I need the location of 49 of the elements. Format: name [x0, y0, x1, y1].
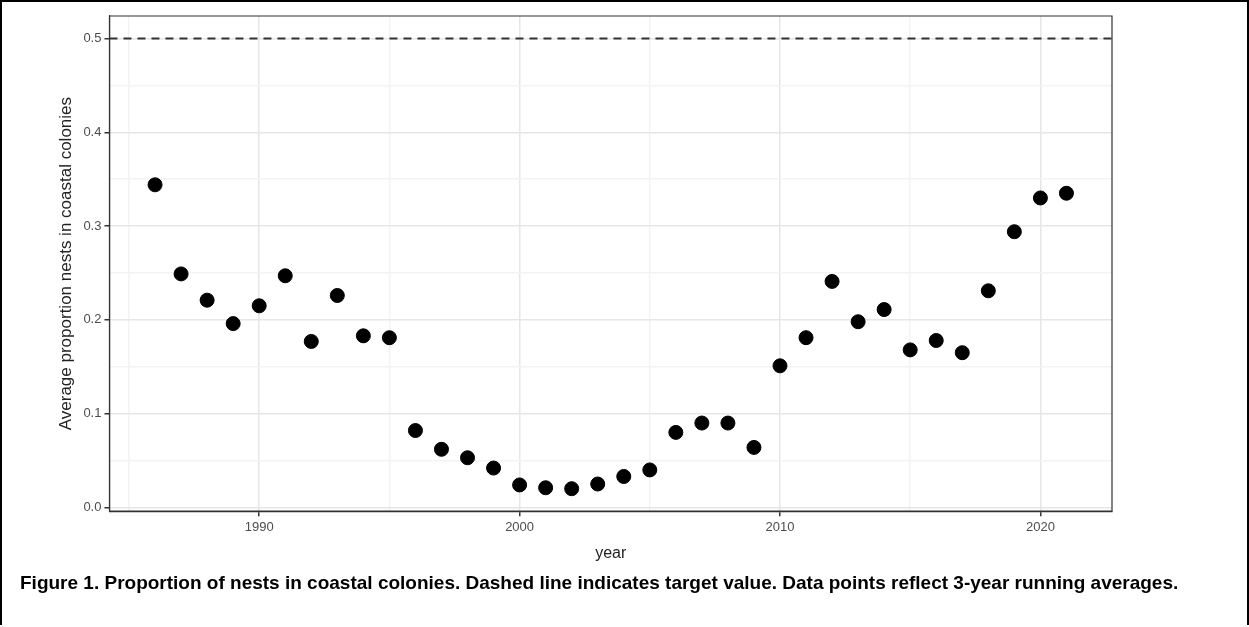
- x-tick-label: 2000: [505, 518, 535, 534]
- point: [433, 441, 449, 457]
- point: [616, 469, 632, 484]
- y-tick-label: 0.4: [83, 123, 102, 139]
- point: [381, 330, 397, 346]
- point: [277, 268, 293, 284]
- point: [173, 266, 189, 282]
- y-tick-label: 0.2: [83, 311, 102, 327]
- point: [1006, 224, 1022, 240]
- point: [329, 287, 345, 303]
- point: [460, 450, 476, 466]
- point: [772, 358, 788, 374]
- point: [407, 423, 423, 439]
- point: [486, 460, 502, 476]
- point: [798, 330, 814, 346]
- point: [199, 292, 215, 308]
- point: [746, 439, 762, 455]
- point: [954, 345, 970, 361]
- x-tick-label: 2020: [1025, 518, 1055, 534]
- point: [355, 328, 371, 344]
- caption: Figure 1. Proportion of nests in coastal colonies. Dashed line indicates target value. Data points reflect 3-year running averages.: [20, 571, 1180, 595]
- y-tick-label: 0.1: [83, 405, 102, 421]
- point: [538, 480, 554, 496]
- point: [824, 273, 840, 289]
- point: [668, 424, 684, 440]
- point: [590, 476, 606, 492]
- point: [876, 302, 892, 318]
- point: [720, 415, 736, 431]
- y-axis-title: Average proportion nests in coastal colonies: [55, 96, 75, 431]
- point: [147, 177, 163, 193]
- point: [564, 481, 580, 497]
- point: [850, 314, 866, 330]
- point: [303, 333, 319, 349]
- x-tick-label: 1990: [244, 518, 274, 534]
- point: [1058, 185, 1074, 201]
- y-tick-label: 0.3: [83, 217, 102, 233]
- point: [251, 298, 267, 314]
- point: [642, 462, 658, 478]
- x-axis-title: year: [595, 543, 627, 561]
- y-tick-label: 0.0: [83, 499, 102, 515]
- point: [1032, 190, 1048, 206]
- point: [928, 333, 944, 349]
- point: [902, 342, 918, 358]
- point: [980, 283, 996, 299]
- y-tick-label: 0.5: [83, 30, 102, 46]
- x-tick-label: 2010: [765, 518, 795, 534]
- point: [512, 477, 528, 493]
- point: [694, 415, 710, 431]
- point: [225, 316, 241, 332]
